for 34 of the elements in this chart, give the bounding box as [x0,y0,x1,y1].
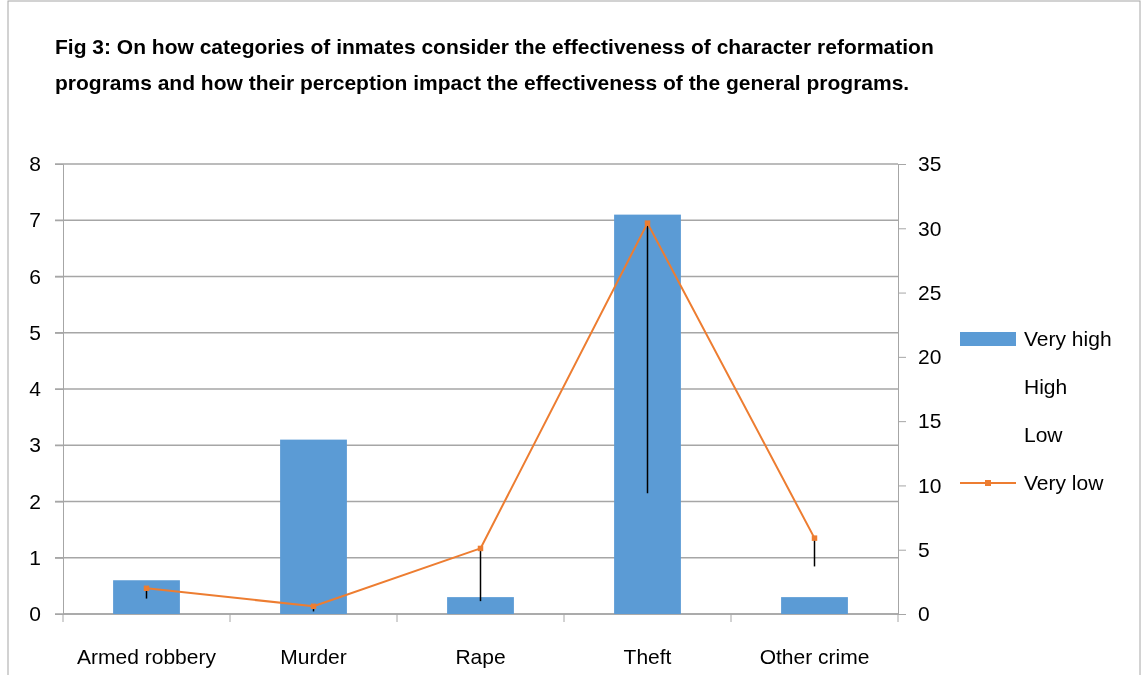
y2-tick-label: 0 [918,602,930,626]
y2-tick-label: 5 [918,537,930,561]
point [811,535,818,541]
y-tick-label: 1 [29,545,41,569]
x-tick-label: Other crime [759,645,870,668]
bar [781,597,848,614]
x-tick-label: Armed robbery [77,645,217,668]
y-tick-label: 5 [29,320,41,344]
y-tick-label: 7 [29,208,41,232]
y2-tick-label: 25 [918,280,942,304]
bar [280,439,347,614]
point [644,220,651,226]
legend-label: Very low [1024,471,1105,494]
y-tick-label: 8 [29,152,41,176]
y-tick-label: 6 [29,264,41,288]
y2-tick-label: 35 [918,152,942,176]
x-tick-label: Murder [280,645,347,668]
text: High [1024,375,1068,398]
bar [113,580,180,614]
y2-tick-label: 15 [918,409,942,433]
y2-tick-label: 30 [918,216,942,240]
bar [614,214,681,614]
y-tick-label: 3 [29,433,41,457]
x-tick-label: Theft [623,645,672,668]
x-tick-label: Rape [455,645,506,668]
y2-tick-label: 20 [918,345,942,369]
text: Low [1024,423,1064,446]
y2-tick-label: 10 [918,473,942,497]
legend-label: Very high [1024,327,1112,350]
chart-title: Fig 3: On how categories of inmates consider the effectiveness of character reformation programs and how their perception impact the effectiveness of the general programs. [55,35,934,94]
bar [447,597,514,614]
y-tick-label: 2 [29,489,41,513]
y-tick-label: 0 [29,602,41,626]
y-tick-label: 4 [29,377,42,401]
